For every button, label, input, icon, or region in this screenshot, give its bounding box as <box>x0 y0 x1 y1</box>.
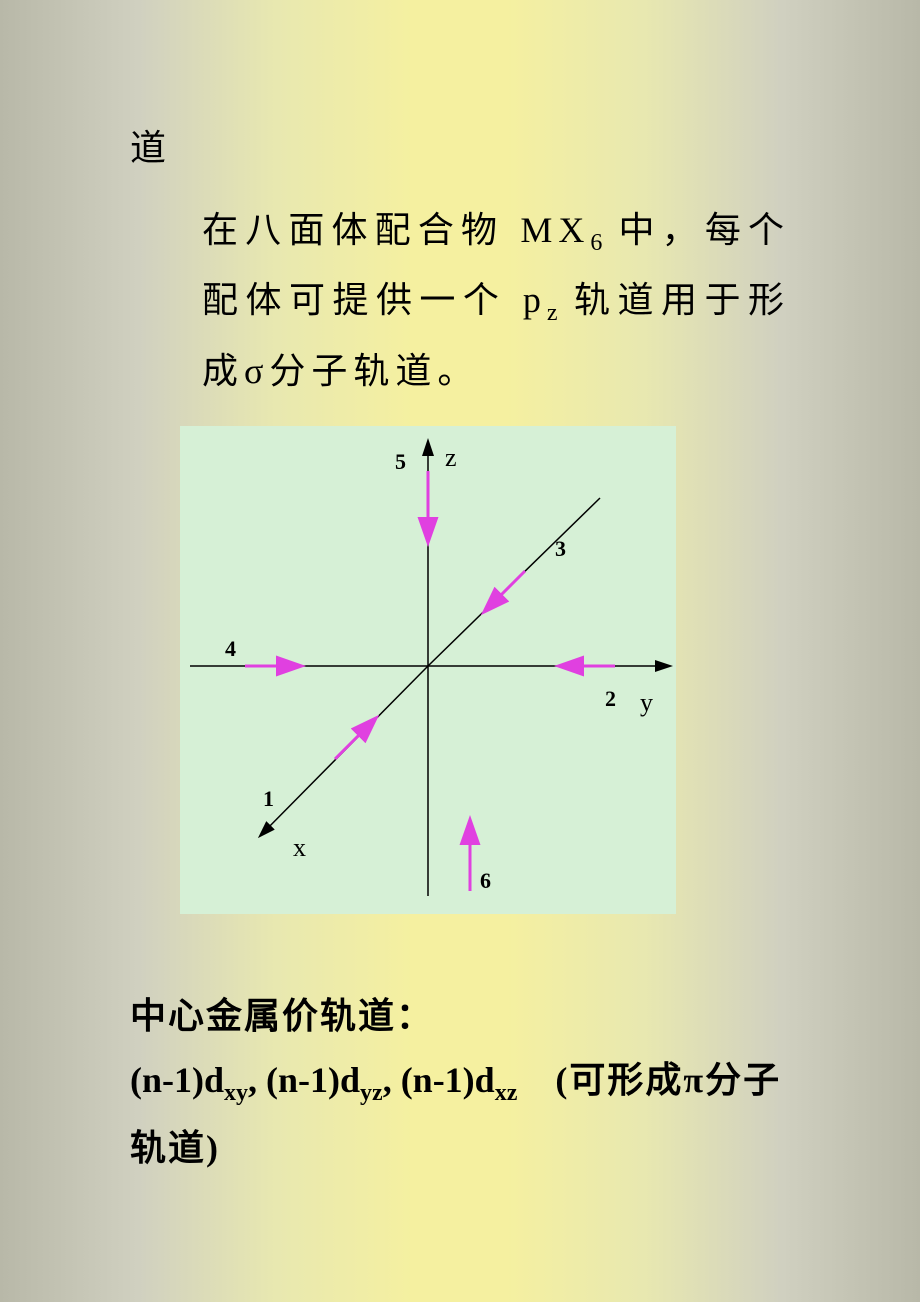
p1-part1: 在八面体配合物 MX <box>202 210 590 250</box>
p3-sub-yz: yz <box>360 1081 383 1107</box>
ligand-label-1: 1 <box>263 786 274 811</box>
p3-mid1: , (n-1)d <box>248 1060 360 1100</box>
paragraph-1: 在八面体配合物 MX6 中，每个配体可提供一个 pz 轨道用于形成σ分子轨道。 <box>130 196 790 406</box>
coordinate-diagram: z y x 5 3 4 2 1 6 <box>180 426 676 914</box>
diagram-svg: z y x 5 3 4 2 1 6 <box>180 426 676 914</box>
ligand-label-6: 6 <box>480 868 491 893</box>
p1-sub1: 6 <box>590 230 602 256</box>
p2-text: 中心金属价轨道： <box>130 996 434 1036</box>
p3-prefix: (n-1)d <box>130 1060 224 1100</box>
y-label: y <box>640 688 653 717</box>
x-label: x <box>293 833 306 862</box>
p3-mid2: , (n-1)d <box>383 1060 495 1100</box>
p1-sub2: z <box>547 301 558 327</box>
ligand-label-2: 2 <box>605 686 616 711</box>
paragraph-2: 中心金属价轨道： <box>130 984 790 1049</box>
p3-sub-xz: xz <box>495 1081 518 1107</box>
p3-sub-xy: xy <box>224 1081 248 1107</box>
continuation-text: 道 <box>130 120 790 178</box>
z-label: z <box>445 443 457 472</box>
ligand-label-3: 3 <box>555 536 566 561</box>
line1-text: 道 <box>130 128 168 168</box>
ligand-label-4: 4 <box>225 636 236 661</box>
paragraph-3: (n-1)dxy, (n-1)dyz, (n-1)dxz (可形成π分子轨道) <box>130 1048 790 1180</box>
ligand-label-5: 5 <box>395 449 406 474</box>
